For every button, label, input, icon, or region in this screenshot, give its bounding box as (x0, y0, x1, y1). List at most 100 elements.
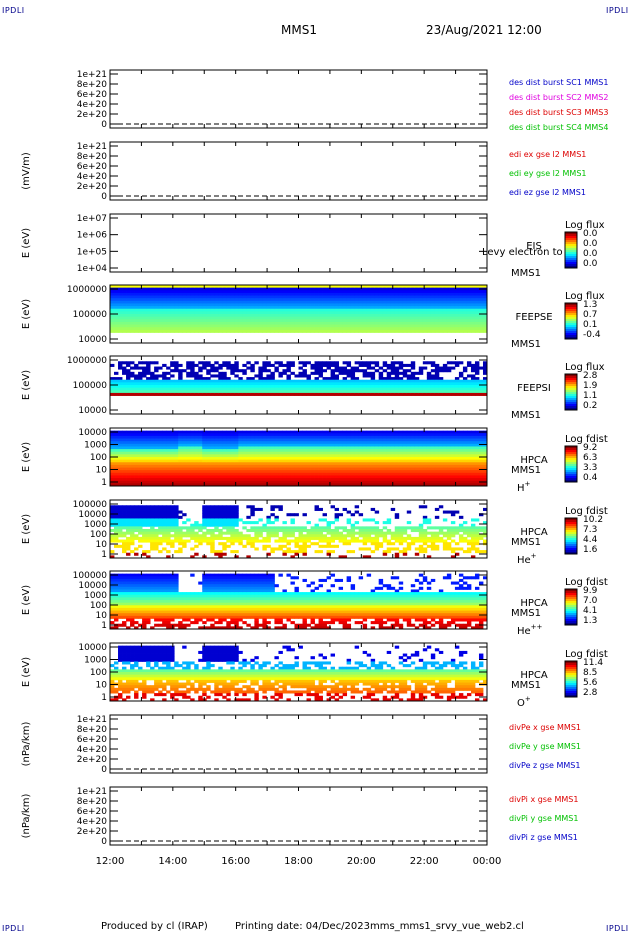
panel-5-cell (198, 382, 203, 386)
panel-6-cell (370, 435, 376, 439)
panel-4-cell (166, 290, 171, 294)
panel-5-cell (154, 390, 159, 394)
panel-4-cell (310, 287, 315, 291)
panel-6-cell (262, 449, 267, 453)
panel-5-cell (394, 361, 400, 365)
panel-6-cell (154, 435, 159, 439)
panel-4-cell (142, 300, 147, 304)
panel-4-cell (282, 329, 287, 333)
panel-4-cell (182, 321, 187, 325)
panel-5-cell (210, 387, 215, 391)
panel-5-cell (114, 377, 119, 381)
panel-4-cell (418, 314, 424, 318)
panel-6-cell (162, 480, 167, 484)
panel-4-cell (358, 311, 364, 315)
panel-5-cell (142, 374, 147, 378)
panel-6-cell (374, 443, 380, 447)
panel-6-cell (438, 430, 444, 434)
panel-5-cell (162, 382, 167, 386)
panel-5-cell (458, 387, 464, 391)
panel-6-cell (242, 446, 247, 450)
panel-6-cell (442, 478, 448, 482)
panel-4-cell (166, 287, 171, 291)
panel-4-cell (366, 292, 372, 296)
panel-4-colorbar-title: Log flux (565, 291, 605, 302)
panel-4-cell (302, 295, 307, 299)
panel-5-cell (398, 361, 404, 365)
panel-5-cell (430, 382, 436, 386)
panel-6-cell (202, 430, 207, 434)
panel-4-cell (374, 300, 380, 304)
panel-6-cell (274, 470, 279, 474)
panel-4-cell (278, 311, 283, 315)
panel-6-cell (322, 449, 327, 453)
panel-4-cell (166, 303, 171, 307)
panel-4-cell (378, 327, 384, 331)
panel-4-cell (286, 321, 291, 325)
panel-6-cell (190, 454, 195, 458)
panel-4-cell (422, 319, 428, 323)
panel-5-cell (322, 382, 327, 386)
panel-6-cell (206, 483, 211, 487)
panel-6-cell (254, 441, 259, 445)
panel-6-cell (282, 467, 287, 471)
panel-6-cell (266, 454, 271, 458)
panel-4-cell (482, 327, 488, 331)
panel-4-cell (458, 300, 464, 304)
panel-6-cell (382, 438, 388, 442)
panel-6-cell (134, 472, 139, 476)
panel-4-cell (446, 290, 452, 294)
panel-6-cell (286, 441, 291, 445)
panel-5-cell (442, 363, 448, 367)
panel-4-cell (294, 295, 299, 299)
panel-4-cell (414, 290, 420, 294)
panel-6-cell (426, 470, 432, 474)
panel-4-cell (230, 303, 235, 307)
panel-4-cell (422, 290, 428, 294)
panel-4-cell (302, 324, 307, 328)
panel-4-cell (182, 306, 187, 310)
panel-6-cell (158, 478, 163, 482)
panel-6-cell (338, 449, 344, 453)
panel-5-cell (382, 390, 388, 394)
panel-4-cell (306, 303, 311, 307)
panel-4-cell (162, 311, 167, 315)
panel-6-cell (462, 462, 468, 466)
panel-5-cell (322, 369, 327, 373)
panel-5-cell (362, 363, 368, 367)
panel-4-cell (426, 285, 432, 289)
panel-6-cell (182, 464, 187, 468)
panel-6-cell (386, 449, 392, 453)
panel-5-cell (210, 382, 215, 386)
panel-4-cell (230, 314, 235, 318)
panel-6-cell (470, 438, 476, 442)
panel-6-cell (274, 433, 279, 437)
panel-6-cell (390, 475, 396, 479)
panel-6-cell (198, 464, 203, 468)
panel-5-cell (426, 377, 432, 381)
panel-4-cell (114, 303, 119, 307)
panel-4-cell (330, 321, 335, 325)
panel-6-cell (466, 430, 472, 434)
panel-6-cell (378, 459, 384, 463)
panel-6-cell (354, 472, 360, 476)
panel-4-cell (178, 298, 183, 302)
panel-4-cell (310, 314, 315, 318)
panel-4-cell (470, 295, 476, 299)
panel-4-cell (358, 303, 364, 307)
panel-4-cell (322, 308, 327, 312)
panel-4-cell (430, 295, 436, 299)
panel-4-cell (418, 311, 424, 315)
panel-5-cell (138, 366, 143, 370)
panel-4-cell (302, 327, 307, 331)
panel-5-cell (374, 363, 380, 367)
panel-6-cell (294, 462, 299, 466)
panel-6-cell (470, 464, 476, 468)
panel-6-cell (158, 438, 163, 442)
panel-6-cell (358, 457, 364, 461)
panel-5-cell (338, 387, 344, 391)
panel-6-cell (390, 462, 396, 466)
panel-5-cell (362, 385, 368, 389)
panel-6-cell (454, 464, 460, 468)
panel-4-cell (370, 311, 376, 315)
